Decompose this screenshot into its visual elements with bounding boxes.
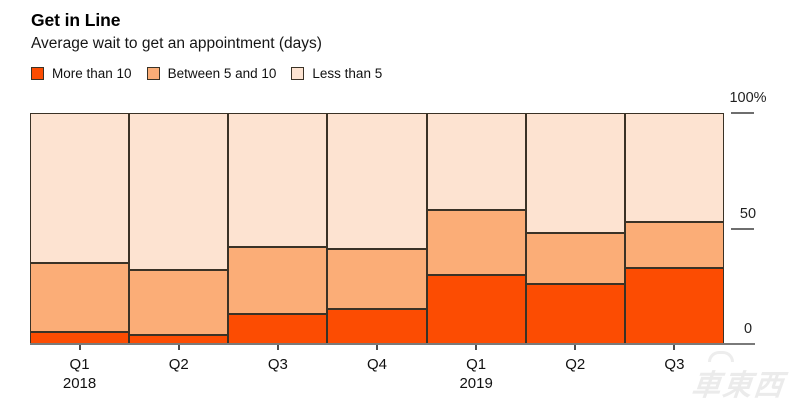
bar-q4-2018 bbox=[327, 113, 427, 344]
x-axis-tick bbox=[276, 345, 279, 350]
bar-q3-2019 bbox=[624, 113, 724, 344]
bar-segment-less-than-5 bbox=[129, 113, 229, 271]
y-axis-label: 0 bbox=[743, 321, 753, 337]
watermark: 車東西 bbox=[690, 350, 800, 406]
bar-q3-2018 bbox=[228, 113, 328, 344]
y-axis-tick bbox=[731, 227, 754, 230]
x-axis-tick bbox=[574, 345, 577, 350]
x-axis-line bbox=[30, 343, 755, 345]
bar-q1-2018 bbox=[30, 113, 130, 344]
bar-segment-between-5-and-10 bbox=[327, 249, 427, 310]
x-axis-label: Q1 bbox=[466, 356, 487, 373]
legend-item-between-5-and-10: Between 5 and 10 bbox=[146, 66, 277, 81]
bar-segment-between-5-and-10 bbox=[30, 263, 130, 333]
bar-segment-between-5-and-10 bbox=[426, 210, 526, 275]
legend-item-less-than-5: Less than 5 bbox=[291, 66, 382, 81]
bar-segment-less-than-5 bbox=[426, 113, 526, 211]
legend-label: Between 5 and 10 bbox=[167, 66, 277, 81]
bar-q2-2018 bbox=[129, 113, 229, 344]
x-axis-label: Q2 bbox=[168, 356, 189, 373]
x-axis-tick bbox=[673, 345, 676, 350]
y-axis-tick bbox=[731, 112, 754, 114]
y-axis-label: 50 bbox=[739, 205, 757, 222]
x-axis-year-label: 2018 bbox=[62, 375, 97, 392]
x-axis-label: Q1 bbox=[69, 356, 90, 373]
chart-subtitle: Average wait to get an appointment (days… bbox=[31, 35, 322, 52]
bar-segment-less-than-5 bbox=[525, 113, 625, 234]
legend-swatch-icon bbox=[291, 67, 305, 80]
legend-label: More than 10 bbox=[52, 66, 132, 81]
x-axis-year-label: 2019 bbox=[459, 375, 493, 392]
bar-q2-2019 bbox=[525, 113, 625, 344]
bar-segment-more-than-10 bbox=[525, 283, 625, 344]
bar-segment-between-5-and-10 bbox=[525, 233, 625, 284]
x-axis-tick bbox=[78, 345, 81, 350]
chart-title: Get in Line bbox=[31, 10, 121, 30]
x-axis-label: Q3 bbox=[267, 356, 288, 373]
x-axis-label: Q2 bbox=[565, 356, 586, 373]
legend-label: Less than 5 bbox=[312, 66, 383, 81]
bar-segment-more-than-10 bbox=[624, 267, 724, 344]
bar-segment-less-than-5 bbox=[327, 113, 427, 250]
bar-segment-less-than-5 bbox=[30, 113, 130, 264]
bar-segment-more-than-10 bbox=[426, 274, 526, 344]
bar-segment-less-than-5 bbox=[624, 113, 724, 222]
legend-item-more-than-10: More than 10 bbox=[31, 66, 132, 81]
y-axis-label: 100% bbox=[729, 90, 767, 106]
x-axis-label: Q4 bbox=[366, 356, 387, 373]
watermark-arc-icon bbox=[708, 351, 734, 362]
legend: More than 10 Between 5 and 10 Less than 5 bbox=[31, 66, 382, 81]
bar-q1-2019 bbox=[426, 113, 526, 344]
bar-segment-more-than-10 bbox=[228, 313, 328, 344]
bar-segment-between-5-and-10 bbox=[228, 246, 328, 314]
bar-segment-between-5-and-10 bbox=[624, 221, 724, 268]
bar-segment-between-5-and-10 bbox=[129, 270, 229, 335]
x-axis-label: Q3 bbox=[664, 356, 685, 373]
x-axis-tick bbox=[376, 345, 378, 350]
legend-swatch-icon bbox=[31, 67, 44, 80]
plot-area bbox=[30, 113, 724, 344]
bar-segment-more-than-10 bbox=[327, 309, 427, 344]
x-axis-tick bbox=[177, 345, 180, 350]
x-axis-tick bbox=[475, 345, 478, 350]
legend-swatch-icon bbox=[146, 67, 160, 80]
bar-segment-less-than-5 bbox=[228, 113, 328, 247]
